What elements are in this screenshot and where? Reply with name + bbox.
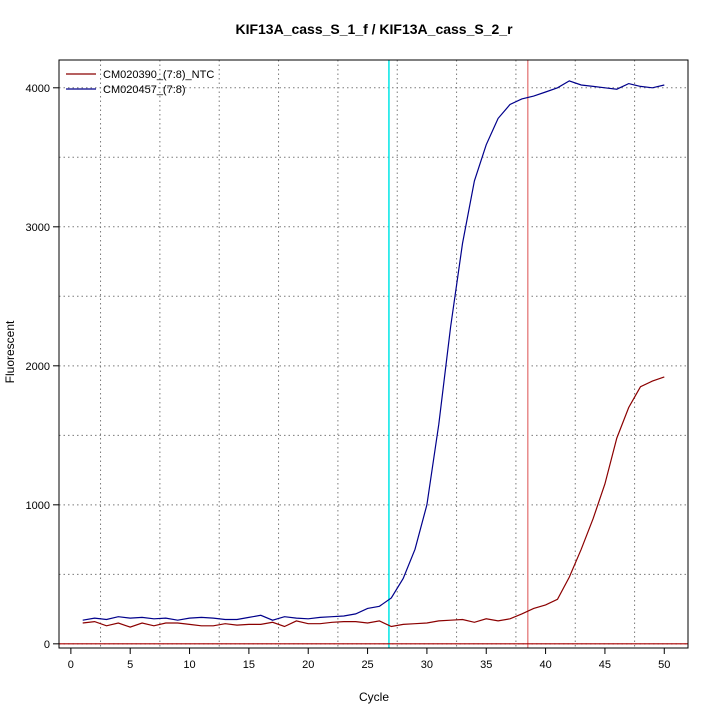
x-tick-label: 15 [243, 659, 255, 671]
x-axis: 0 5 10 15 20 25 30 35 40 45 50 [68, 648, 670, 671]
x-tick-label: 5 [127, 659, 133, 671]
x-tick-label: 35 [480, 659, 492, 671]
x-tick-label: 50 [658, 659, 670, 671]
x-tick-label: 40 [539, 659, 551, 671]
y-tick-label: 0 [44, 639, 50, 651]
x-tick-label: 25 [361, 659, 373, 671]
x-tick-label: 0 [68, 659, 74, 671]
y-tick-label: 4000 [26, 83, 50, 95]
x-tick-label: 30 [421, 659, 433, 671]
x-tick-label: 10 [183, 659, 195, 671]
legend-label: CM020457_(7:8) [103, 84, 186, 96]
series-lines [82, 80, 665, 628]
y-tick-label: 1000 [26, 500, 50, 512]
reference-lines [59, 60, 688, 648]
y-tick-label: 3000 [26, 222, 50, 234]
plot-frame [58, 59, 689, 649]
series-line-2 [82, 80, 665, 621]
y-axis: 0 1000 2000 3000 4000 [26, 83, 59, 651]
chart-title: KIF13A_cass_S_1_f / KIF13A_cass_S_2_r [235, 21, 513, 37]
x-tick-label: 45 [599, 659, 611, 671]
x-axis-label: Cycle [359, 690, 389, 704]
legend-label: CM020390_(7:8)_NTC [103, 69, 214, 81]
series-line-1 [82, 376, 665, 628]
grid [59, 60, 688, 648]
legend: CM020390_(7:8)_NTC CM020457_(7:8) [66, 69, 214, 96]
x-tick-label: 20 [302, 659, 314, 671]
y-axis-label: Fluorescent [3, 320, 17, 383]
y-tick-label: 2000 [26, 361, 50, 373]
